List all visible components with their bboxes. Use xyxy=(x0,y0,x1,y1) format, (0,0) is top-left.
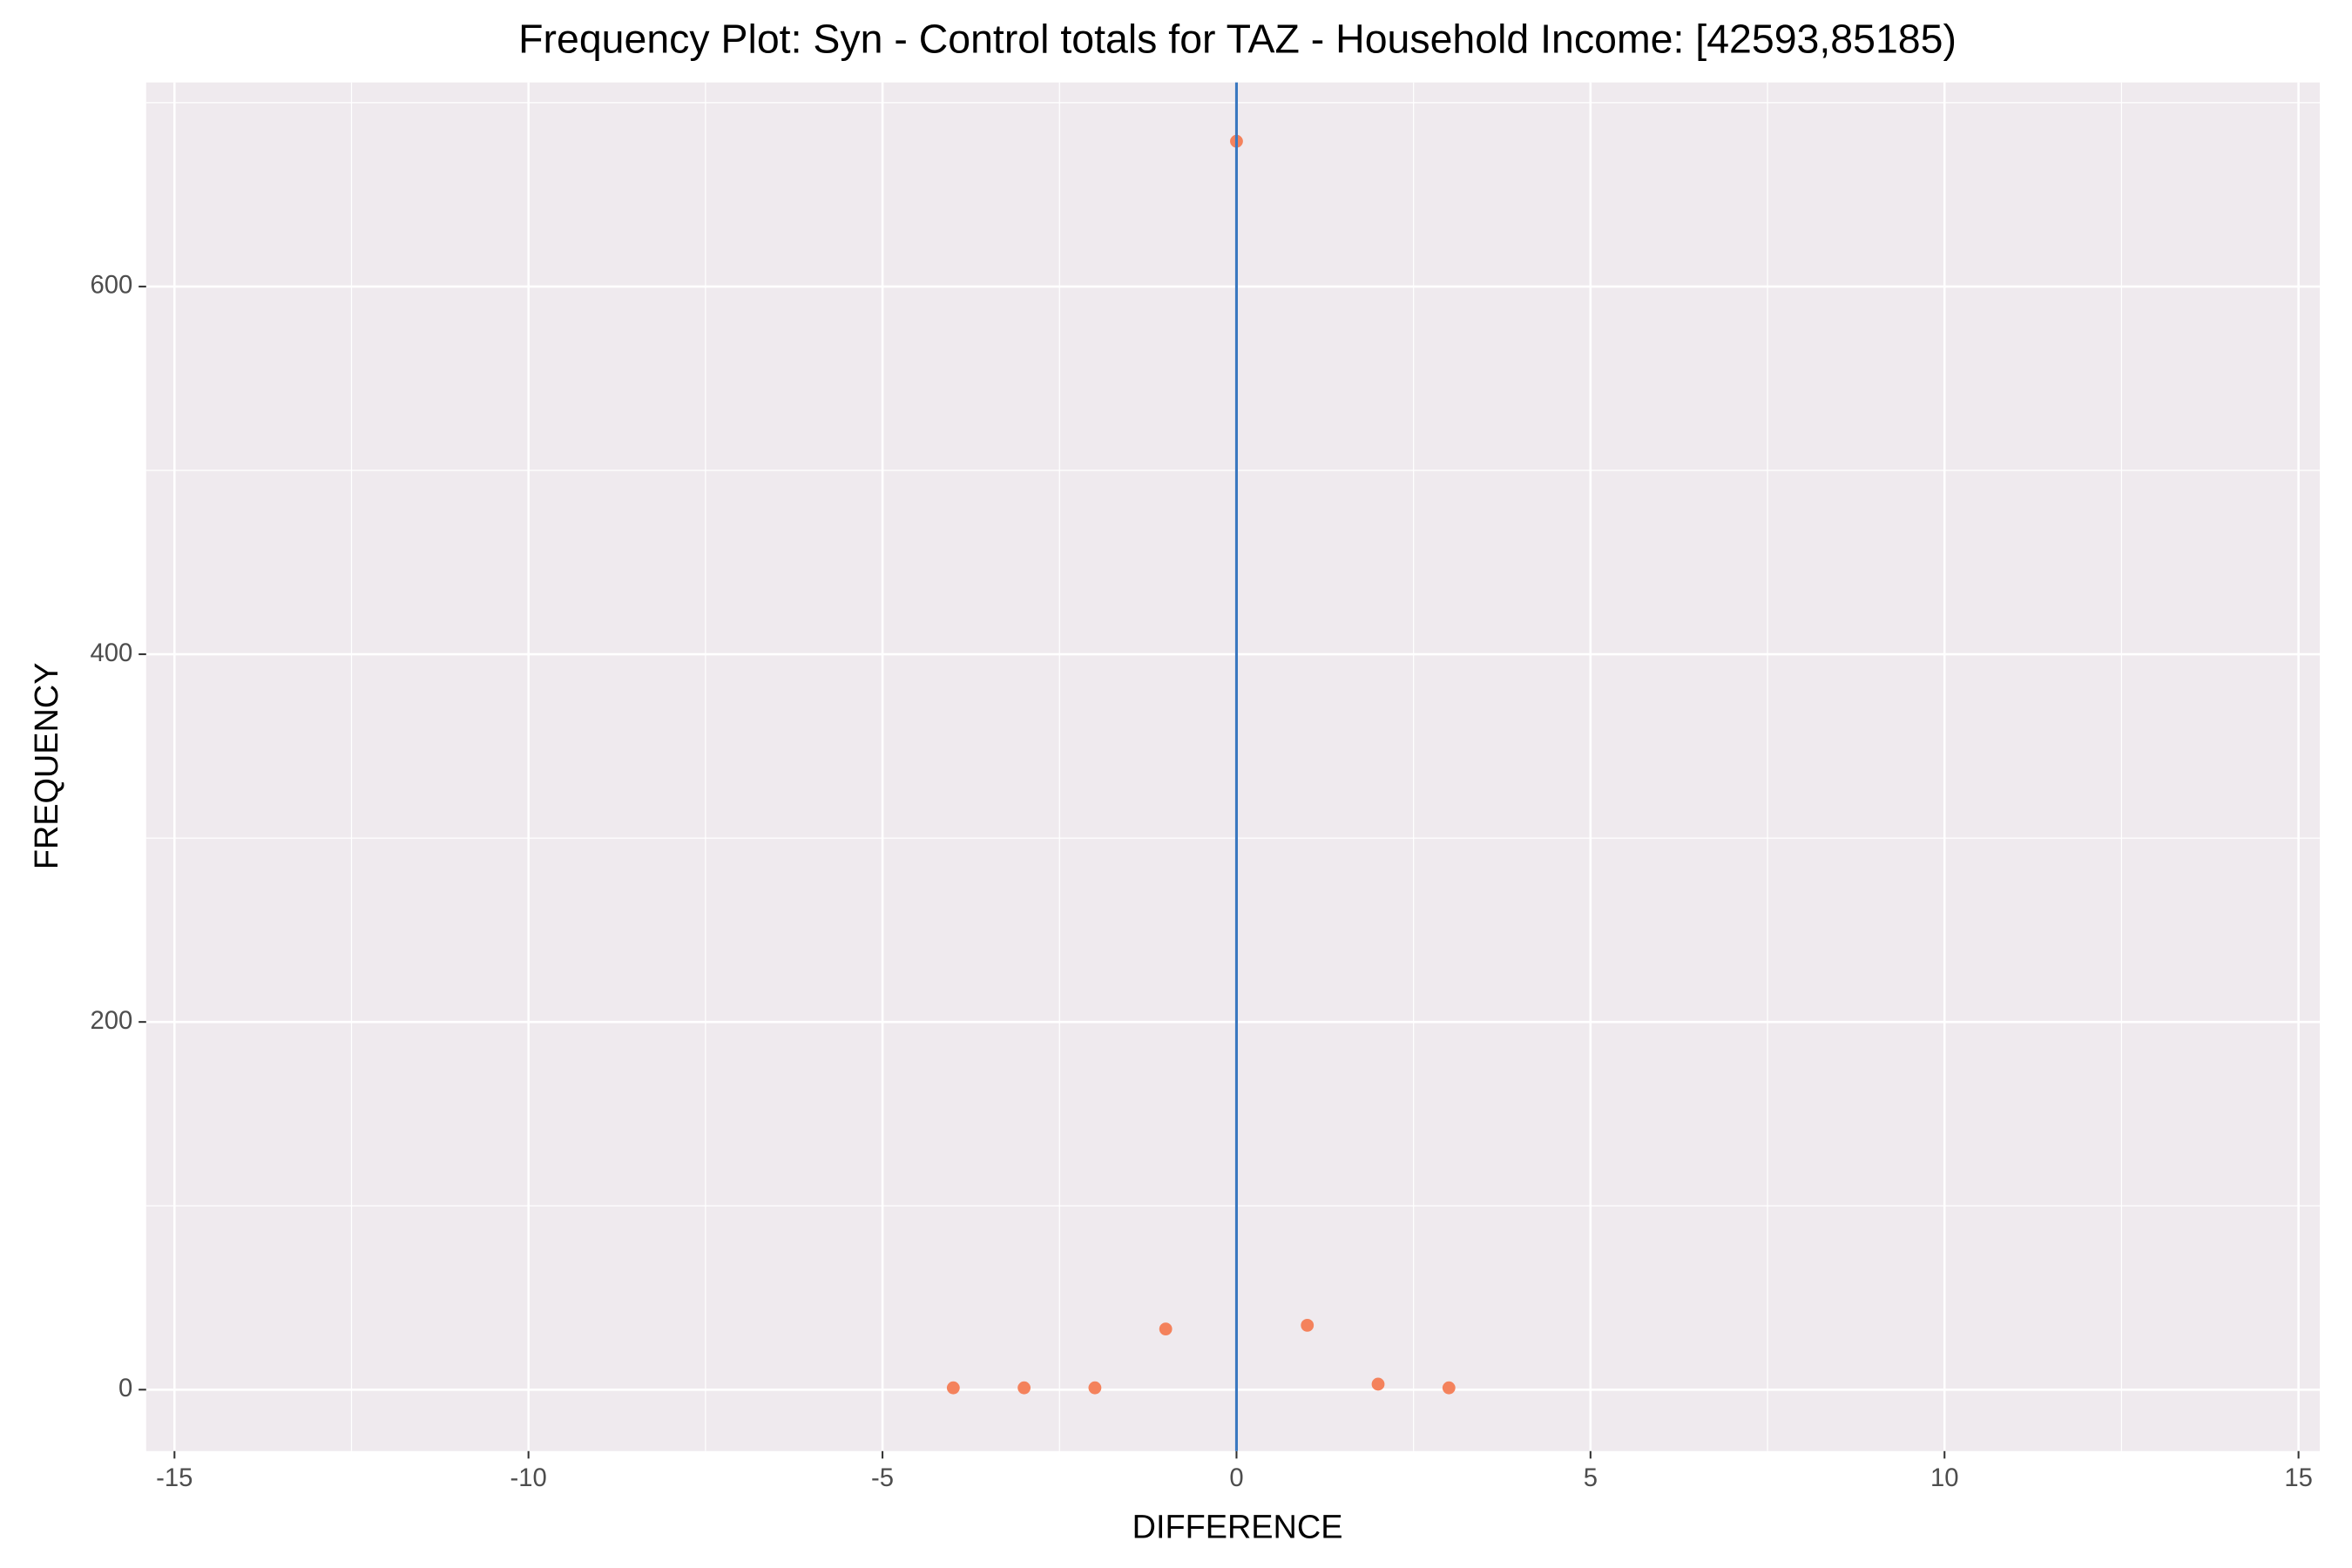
y-axis-title: FREQUENCY xyxy=(29,663,65,870)
x-tick-label: -15 xyxy=(156,1464,193,1492)
x-tick-label: 0 xyxy=(1229,1464,1243,1492)
data-point xyxy=(1159,1322,1173,1336)
data-point xyxy=(1442,1381,1456,1395)
x-tick-label: 5 xyxy=(1584,1464,1598,1492)
y-tick-label: 0 xyxy=(118,1375,132,1402)
x-tick-label: -5 xyxy=(871,1464,894,1492)
x-axis-title: DIFFERENCE xyxy=(1132,1509,1343,1545)
y-tick-label: 400 xyxy=(90,639,132,667)
chart-title: Frequency Plot: Syn - Control totals for… xyxy=(518,16,1957,61)
data-point xyxy=(1017,1381,1031,1395)
y-tick-label: 200 xyxy=(90,1007,132,1035)
x-tick-label: -10 xyxy=(510,1464,547,1492)
x-tick-label: 15 xyxy=(2284,1464,2313,1492)
data-point xyxy=(1301,1319,1315,1332)
data-point xyxy=(946,1381,960,1395)
plot-panel xyxy=(145,82,2321,1451)
data-point xyxy=(1088,1381,1102,1395)
x-tick-label: 10 xyxy=(1930,1464,1959,1492)
data-point xyxy=(1371,1377,1385,1391)
y-tick-label: 600 xyxy=(90,272,132,300)
